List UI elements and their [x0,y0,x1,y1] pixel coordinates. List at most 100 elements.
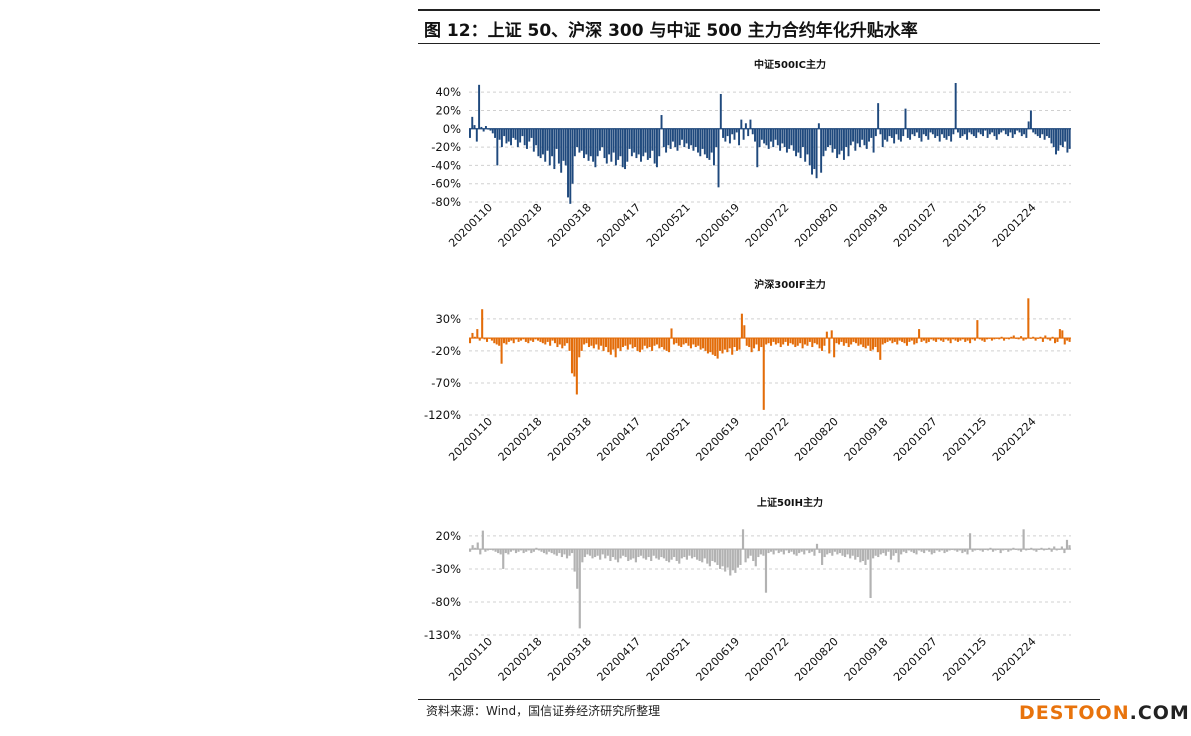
bar [736,338,739,351]
bar [604,338,607,348]
bar [838,549,842,554]
bar [1057,128,1060,151]
bar [519,128,522,143]
bar [497,549,500,554]
bar [811,338,814,348]
bar [719,93,722,129]
bar [675,549,678,562]
bar [522,338,525,340]
bar [651,128,654,151]
bar [532,549,535,552]
bar [480,126,483,129]
bar [500,128,503,148]
bar [1043,128,1046,140]
bar [583,128,585,159]
bar [713,549,717,563]
bar [614,128,617,166]
bar [937,338,940,340]
bar [742,128,745,140]
bar [863,128,866,146]
bar [561,338,564,349]
bar [651,338,654,351]
bar [726,338,729,353]
bar [908,338,911,342]
watermark-logo: DESTOON.COM [1019,702,1190,724]
bar [1063,549,1066,554]
bar [681,128,684,140]
bar [915,128,918,133]
bar [580,128,583,151]
bar [779,128,782,151]
bar [660,115,663,129]
bar [471,545,474,550]
bar [1022,529,1025,550]
bar [953,549,956,551]
bar [770,549,773,552]
bar [963,128,966,135]
bar [678,128,681,146]
bar [475,128,478,142]
y-tick-label: 40% [435,85,461,99]
chart-title: 上证50IH主力 [757,496,823,509]
bar [567,128,569,198]
x-tick-label: 20200619 [693,635,742,684]
bar [903,338,906,344]
bar [754,549,757,567]
top-rule [418,9,1100,11]
bar [573,549,576,572]
bar [537,549,541,551]
bar [628,128,631,149]
bar [540,549,543,552]
bar [1027,121,1030,129]
bar [1066,338,1069,341]
bar [494,549,497,552]
bar [945,128,948,140]
bar [920,338,923,342]
bar [876,338,879,353]
bar [627,549,630,562]
bar [735,128,738,133]
bar [667,128,670,146]
bar [578,128,581,153]
bar [1007,549,1010,552]
bar [918,329,921,339]
bar [813,338,816,344]
bar [637,128,640,155]
bar [699,338,702,350]
x-tick-label: 20201224 [990,415,1039,464]
bar [938,128,941,142]
bar [971,338,974,340]
bar [884,128,886,140]
bar [1039,128,1042,138]
bar [745,338,748,346]
bar [851,549,854,556]
bar [1032,549,1035,551]
bar [553,549,556,555]
bar [583,338,586,345]
bar [749,549,752,556]
bar [643,338,646,346]
bar [1016,128,1019,131]
bar [568,549,571,556]
bar [692,338,695,345]
bar [825,331,828,339]
bar [701,128,704,149]
bar [1032,128,1035,133]
bar [969,338,972,344]
bar [491,549,495,551]
bar [641,338,644,350]
bar [797,128,800,153]
bar [824,128,827,151]
bar [788,128,791,149]
bar [806,338,809,346]
bar [638,338,641,353]
bar [469,338,472,344]
bar [715,128,718,148]
bar [897,549,900,563]
bar [877,103,880,129]
bar [563,549,566,555]
bar [606,549,609,556]
bar [550,549,553,554]
bar [586,549,589,555]
bar [1044,335,1047,339]
